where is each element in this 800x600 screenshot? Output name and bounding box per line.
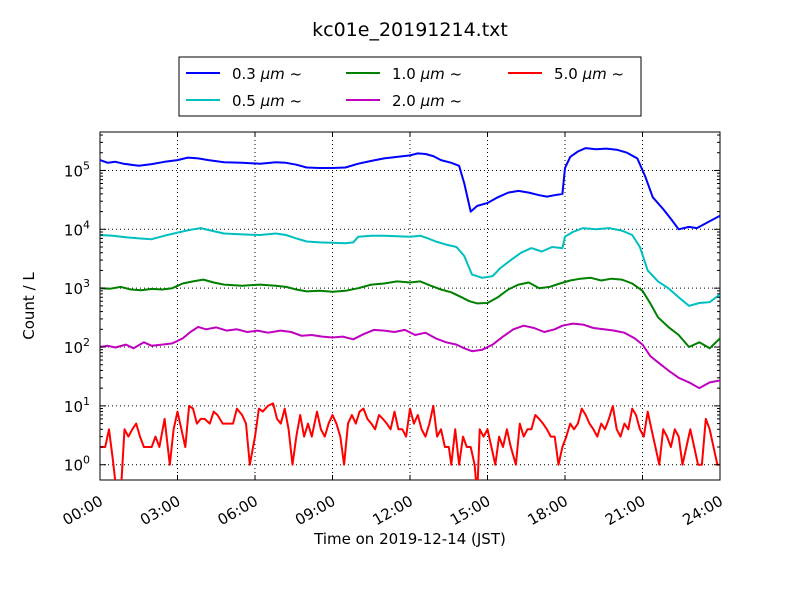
legend-label-2: 1.0 μm ~ — [392, 65, 462, 83]
chart-title: kc01e_20191214.txt — [312, 19, 508, 41]
y-tick-label: 103 — [64, 277, 90, 298]
series-line-0 — [100, 147, 720, 231]
legend-box — [178, 56, 642, 117]
series-line-2 — [100, 276, 720, 350]
x-axis-label: Time on 2019-12-14 (JST) — [313, 530, 506, 548]
y-tick-label: 101 — [64, 395, 90, 416]
legend-label-3: 2.0 μm ~ — [392, 92, 462, 110]
y-tick-label: 105 — [64, 159, 90, 180]
ticks — [99, 132, 721, 480]
legend-label-1: 0.5 μm ~ — [232, 92, 302, 110]
y-tick-label: 104 — [64, 218, 90, 239]
series-line-1 — [100, 227, 720, 307]
series-line-3 — [100, 322, 720, 390]
y-tick-label: 100 — [64, 454, 90, 475]
legend: 0.3 μm ~ 0.5 μm ~ 1.0 μm ~ 2.0 μm ~ 5.0 μm ~ — [178, 56, 642, 117]
series-layer — [100, 147, 720, 480]
y-tick-label: 102 — [64, 336, 90, 357]
y-tick-labels: 100 101 102 103 104 105 — [64, 159, 90, 474]
plot-area — [99, 131, 721, 481]
legend-label-4: 5.0 μm ~ — [554, 65, 624, 83]
legend-label-0: 0.3 μm ~ — [232, 65, 302, 83]
y-axis-label: Count / L — [20, 272, 38, 340]
series-line-4 — [100, 402, 720, 480]
